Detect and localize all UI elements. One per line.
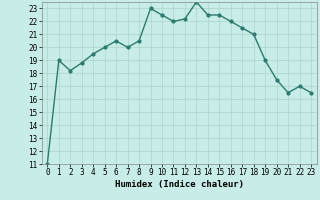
X-axis label: Humidex (Indice chaleur): Humidex (Indice chaleur) [115, 180, 244, 189]
